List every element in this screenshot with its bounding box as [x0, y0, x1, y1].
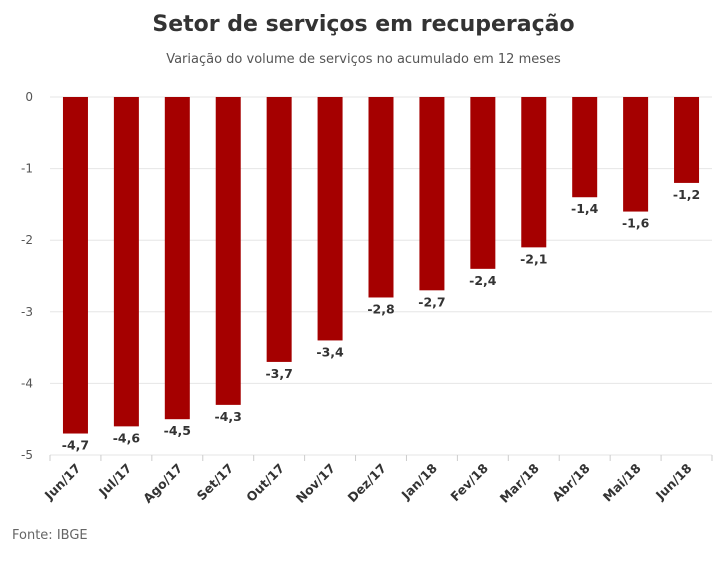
bar	[317, 97, 343, 341]
bar-chart: 0 -1 -2 -3 -4 -5 -4,7 Jun/17 -4,6 Jul/17 -4,5 Ago/1…	[21, 90, 713, 506]
x-tick-label: Set/17	[194, 461, 237, 504]
chart-subtitle: Variação do volume de serviços no acumul…	[166, 52, 561, 67]
data-label: -2,8	[367, 301, 394, 316]
x-tick-label: Jul/17	[95, 461, 134, 500]
bar	[113, 97, 139, 427]
data-label: -2,1	[520, 251, 547, 266]
x-tick-label: Nov/17	[293, 461, 338, 506]
y-tick-label: -1	[21, 162, 33, 176]
y-tick-label: -3	[21, 305, 33, 319]
data-label: -4,3	[215, 409, 242, 424]
x-tick-label: Abr/18	[549, 461, 593, 505]
x-tick-label: Fev/18	[447, 461, 491, 505]
data-label: -1,4	[571, 201, 599, 216]
data-label: -4,6	[113, 430, 141, 445]
bar	[521, 97, 547, 248]
source-note: Fonte: IBGE	[12, 528, 88, 543]
y-tick-label: -4	[21, 376, 33, 390]
x-tick-label: Dez/17	[345, 461, 390, 506]
bar	[419, 97, 445, 291]
bar	[266, 97, 292, 362]
data-label: -2,7	[418, 294, 445, 309]
x-tick-label: Ago/17	[140, 461, 185, 506]
data-label: -2,4	[469, 273, 497, 288]
bar	[470, 97, 496, 269]
data-label: -4,5	[164, 423, 191, 438]
data-label: -1,6	[622, 216, 650, 231]
x-tick-label: Jun/18	[652, 461, 695, 504]
bar	[572, 97, 598, 198]
x-tick-label: Out/17	[243, 461, 287, 505]
bar	[164, 97, 190, 420]
chart-title: Setor de serviços em recuperação	[152, 12, 575, 37]
bar	[368, 97, 394, 298]
data-label: -3,4	[316, 344, 344, 359]
bar	[623, 97, 649, 212]
data-label: -3,7	[265, 366, 292, 381]
x-tick-label: Jun/17	[41, 461, 84, 504]
y-tick-label: -2	[21, 233, 33, 247]
y-tick-label: -5	[21, 448, 33, 462]
data-label: -4,7	[62, 438, 89, 453]
x-tick-label: Mar/18	[497, 461, 542, 506]
bar	[215, 97, 241, 405]
bar	[62, 97, 88, 434]
data-label: -1,2	[673, 187, 700, 202]
x-tick-label: Mai/18	[600, 461, 644, 505]
x-tick-label: Jan/18	[398, 461, 440, 503]
bar	[674, 97, 700, 183]
y-tick-label: 0	[25, 90, 33, 104]
